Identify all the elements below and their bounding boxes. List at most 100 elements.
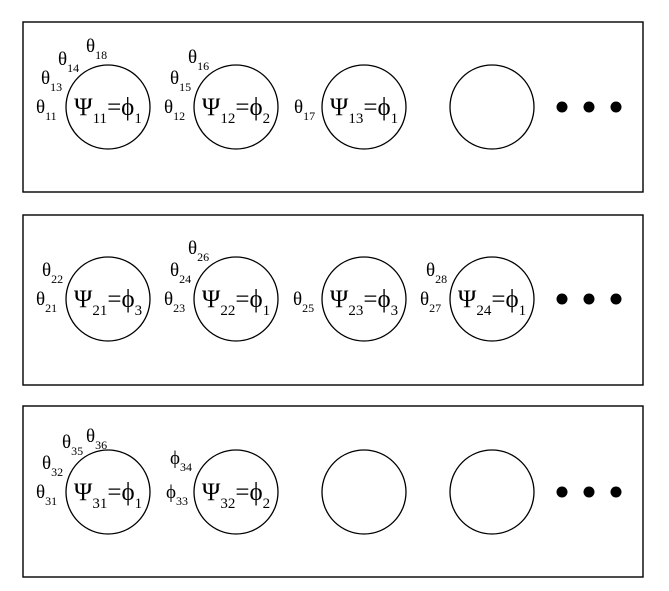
theta-label: θ24 [170, 260, 191, 286]
theta-label: θ22 [42, 260, 63, 286]
psi-symbol: Ψ [202, 94, 221, 121]
theta-label: θ32 [42, 453, 63, 479]
psi-symbol: Ψ [330, 286, 349, 313]
theta-label: θ35 [62, 432, 83, 458]
phi-subscript: 1 [135, 496, 143, 512]
psi-symbol: Ψ [330, 94, 349, 121]
theta-symbol: θ [42, 260, 51, 281]
psi-symbol: Ψ [458, 286, 477, 313]
theta-label: θ26 [188, 238, 209, 264]
theta-symbol: θ [294, 97, 303, 118]
label-subscript: 16 [197, 59, 209, 73]
psi-subscript: 22 [220, 303, 235, 319]
theta-symbol: θ [170, 260, 179, 281]
label-subscript: 13 [50, 80, 62, 94]
theta-symbol: θ [164, 289, 173, 310]
label-subscript: 36 [95, 438, 107, 452]
psi-subscript: 13 [348, 111, 363, 127]
equals-sign: = [107, 479, 121, 506]
theta-label: θ15 [170, 68, 191, 94]
equals-sign: = [107, 94, 121, 121]
phi-subscript: 3 [135, 303, 143, 319]
node-label: Ψ22=ϕ1 [202, 286, 270, 319]
equals-sign: = [107, 286, 121, 313]
theta-symbol: θ [36, 289, 45, 310]
node-1-3: Ψ13=ϕ1 θ17 [294, 64, 407, 150]
ellipsis-dot [610, 293, 622, 305]
node-label: Ψ13=ϕ1 [330, 94, 398, 127]
row-1: Ψ11=ϕ1θ11θ13θ14θ18Ψ12=ϕ2θ12θ15θ16Ψ13=ϕ1θ… [22, 21, 644, 193]
theta-symbol: θ [188, 47, 197, 68]
node-circle [449, 256, 535, 342]
theta-label: θ31 [36, 482, 57, 508]
theta-label: θ12 [164, 97, 185, 123]
ellipsis-dot [556, 486, 568, 498]
theta-symbol: θ [420, 289, 429, 310]
psi-symbol: Ψ [74, 94, 93, 121]
theta-label: θ28 [426, 260, 447, 286]
label-subscript: 21 [45, 301, 57, 315]
psi-subscript: 11 [93, 111, 107, 127]
psi-subscript: 21 [92, 303, 107, 319]
node-3-4 [449, 449, 535, 535]
node-circle [449, 64, 535, 150]
phi-symbol: ϕ [377, 286, 390, 313]
label-subscript: 32 [51, 465, 63, 479]
equals-sign: = [363, 94, 377, 121]
phi-subscript: 1 [263, 303, 271, 319]
theta-label: θ23 [164, 289, 185, 315]
node-label: Ψ12=ϕ2 [202, 94, 270, 127]
node-label: Ψ11=ϕ1 [74, 94, 142, 127]
phi-symbol: ϕ [121, 94, 134, 121]
phi-subscript: 3 [391, 303, 399, 319]
label-subscript: 26 [197, 250, 209, 264]
label-subscript: 11 [45, 109, 57, 123]
node-circle [193, 449, 279, 535]
theta-label: θ14 [58, 49, 79, 75]
theta-label: θ21 [36, 289, 57, 315]
theta-label: θ11 [36, 97, 57, 123]
equals-sign: = [235, 286, 249, 313]
phi-symbol: ϕ [505, 286, 518, 313]
theta-symbol: θ [42, 453, 51, 474]
theta-symbol: θ [426, 260, 435, 281]
psi-subscript: 23 [348, 303, 363, 319]
phi-symbol: ϕ [166, 482, 176, 503]
phi-label: ϕ34 [170, 448, 192, 474]
phi-subscript: 1 [391, 111, 399, 127]
label-subscript: 23 [173, 301, 185, 315]
label-subscript: 17 [303, 109, 315, 123]
psi-symbol: Ψ [202, 286, 221, 313]
node-circle [449, 449, 535, 535]
node-2-3: Ψ23=ϕ3 θ25 [293, 256, 407, 342]
phi-symbol: ϕ [249, 479, 262, 506]
psi-subscript: 24 [476, 303, 492, 319]
theta-symbol: θ [86, 426, 95, 447]
theta-label: θ17 [294, 97, 315, 123]
ellipsis-dot [610, 101, 622, 113]
phi-symbol: ϕ [249, 286, 262, 313]
theta-symbol: θ [86, 36, 95, 57]
node-circle [65, 256, 151, 342]
label-subscript: 24 [179, 272, 191, 286]
theta-symbol: θ [293, 289, 302, 310]
phi-subscript: 1 [134, 111, 142, 127]
phi-symbol: ϕ [121, 286, 134, 313]
label-subscript: 25 [302, 301, 314, 315]
phi-symbol: ϕ [170, 448, 180, 469]
node-circle [321, 64, 407, 150]
row-box [22, 214, 644, 386]
equals-sign: = [363, 286, 377, 313]
theta-label: θ25 [293, 289, 314, 315]
node-circle [193, 256, 279, 342]
node-label: Ψ32=ϕ2 [202, 479, 270, 512]
label-subscript: 27 [429, 301, 441, 315]
label-subscript: 28 [435, 272, 447, 286]
node-circle [321, 256, 407, 342]
node-label: Ψ21=ϕ3 [74, 286, 142, 319]
label-subscript: 22 [51, 272, 63, 286]
equals-sign: = [235, 94, 249, 121]
theta-symbol: θ [188, 238, 197, 259]
